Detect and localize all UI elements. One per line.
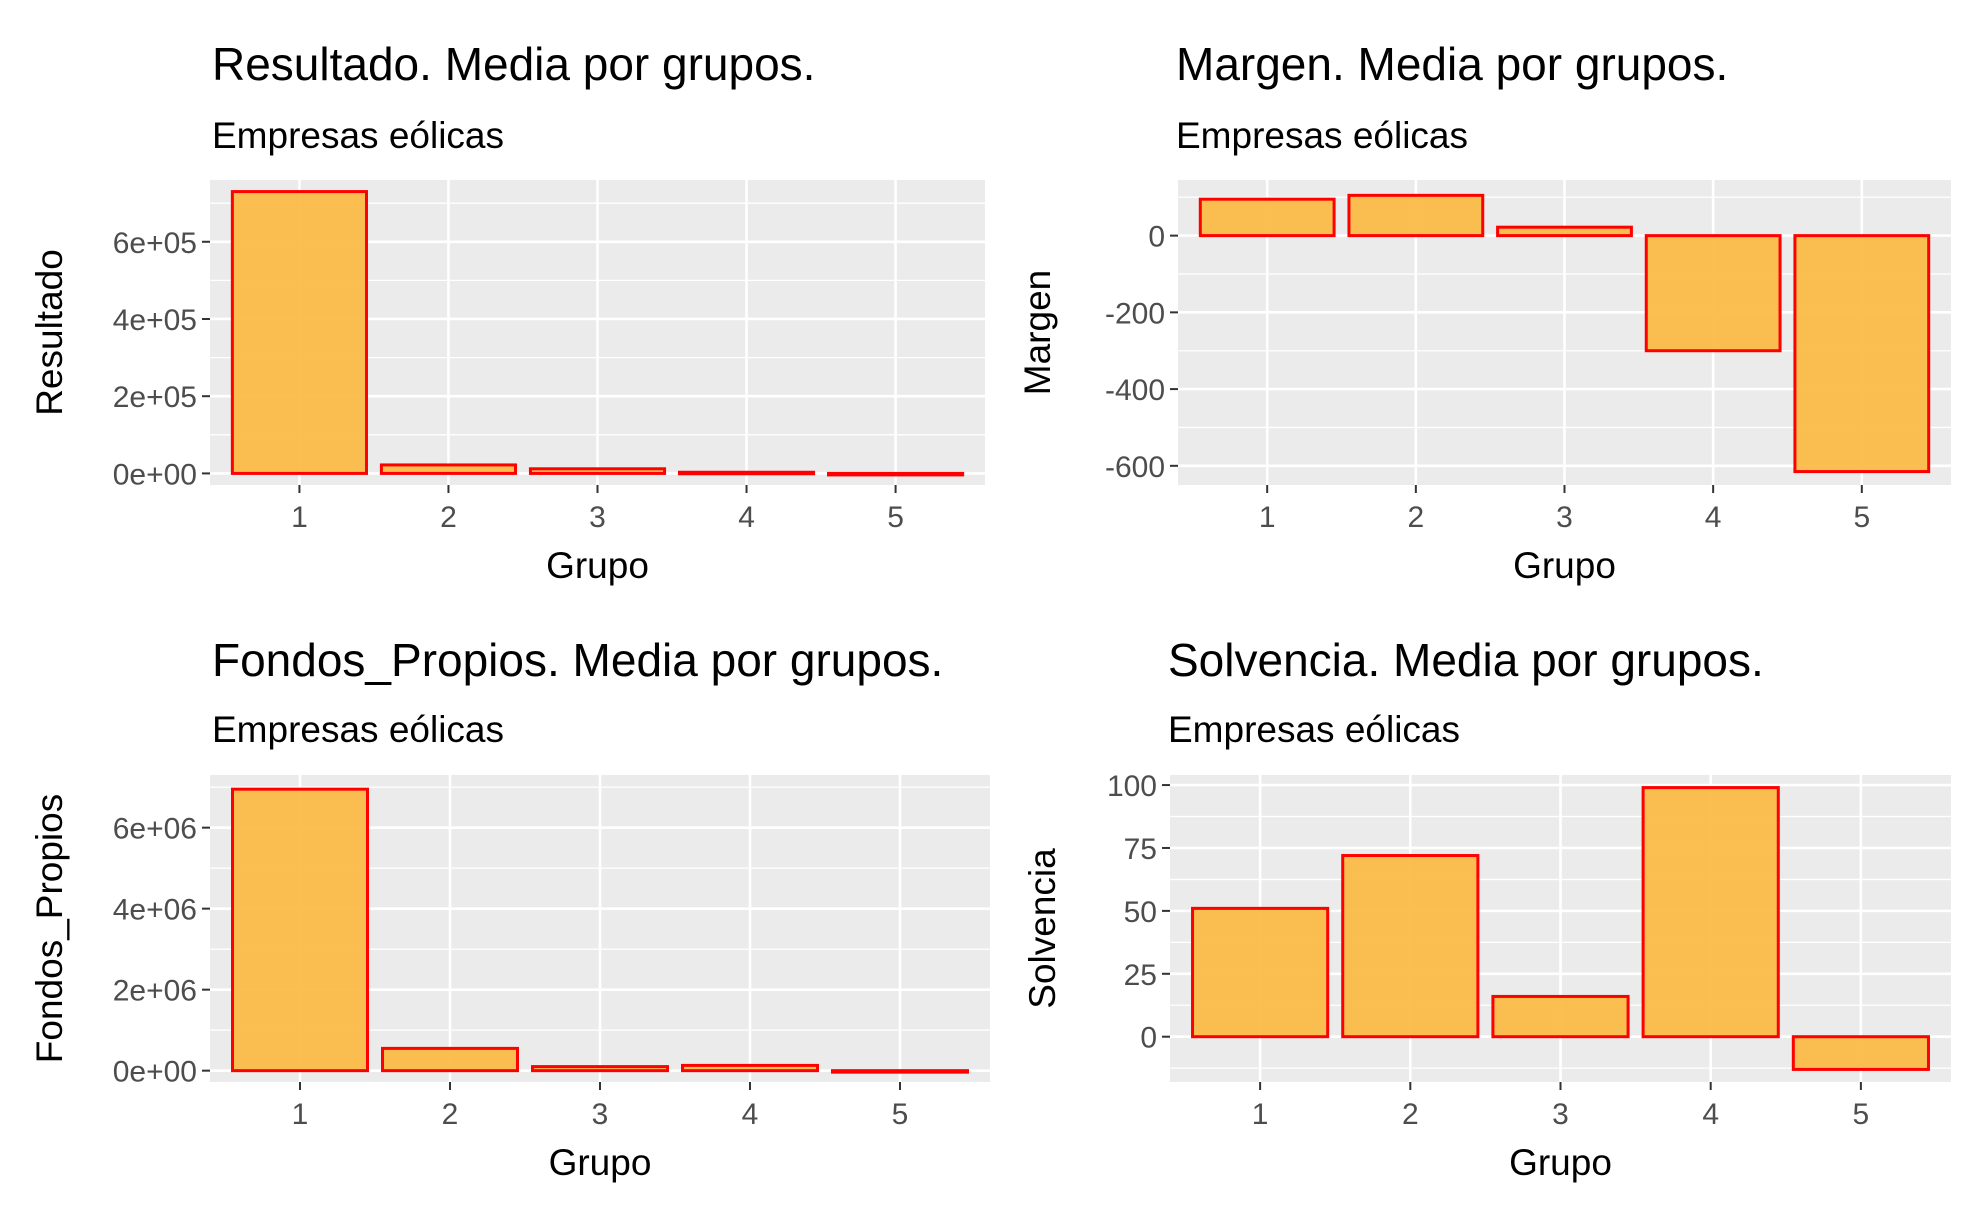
bar-grupo-2	[381, 1046, 519, 1073]
y-tick-label: 0e+00	[113, 458, 197, 491]
bar-grupo-4	[677, 470, 816, 476]
bar-grupo-5	[1793, 234, 1931, 474]
bar-grupo-5	[1791, 1035, 1930, 1071]
x-tick-label: 5	[892, 1098, 909, 1131]
y-tick-label: 2e+05	[113, 381, 197, 414]
chart-panel-2: Margen. Media por grupos. Empresas eólica…	[1017, 38, 1951, 586]
y-tick-label: 4e+06	[113, 894, 197, 927]
x-tick-label: 2	[442, 1098, 459, 1131]
x-tick-label: 1	[291, 501, 308, 534]
y-tick-label: 75	[1124, 833, 1157, 866]
x-tick-label: 1	[292, 1098, 309, 1131]
y-tick-label: 25	[1124, 959, 1157, 992]
bar-grupo-3	[531, 1065, 669, 1073]
chart-panel-4: Solvencia. Media por grupos. Empresas eól…	[1022, 634, 1951, 1183]
x-axis-label: Grupo	[549, 1142, 652, 1183]
x-tick-label: 3	[1556, 501, 1573, 534]
x-axis-label: Grupo	[1509, 1142, 1612, 1183]
chart-title: Solvencia. Media por grupos.	[1168, 634, 1764, 686]
x-tick-label: 4	[1705, 501, 1722, 534]
y-tick-label: 2e+06	[113, 975, 197, 1008]
y-tick-label: -400	[1105, 374, 1165, 407]
y-tick-label: 0	[1148, 221, 1165, 254]
x-tick-label: 4	[742, 1098, 759, 1131]
y-tick-label: -600	[1105, 451, 1165, 484]
x-axis-label: Grupo	[1513, 545, 1616, 586]
x-tick-label: 2	[1402, 1098, 1419, 1131]
chart-panel-1: Resultado. Media por grupos. Empresas eól…	[29, 38, 985, 586]
x-axis-label: Grupo	[546, 545, 649, 586]
y-tick-label: 100	[1107, 770, 1157, 803]
chart-title: Resultado. Media por grupos.	[212, 38, 815, 90]
x-tick-label: 2	[440, 501, 457, 534]
chart-title: Margen. Media por grupos.	[1176, 38, 1728, 90]
chart-subtitle: Empresas eólicas	[1168, 709, 1460, 750]
y-tick-label: 50	[1124, 896, 1157, 929]
bar-grupo-4	[1641, 786, 1780, 1039]
x-tick-label: 3	[589, 501, 606, 534]
bar-grupo-5	[827, 471, 965, 477]
x-tick-label: 1	[1259, 501, 1276, 534]
y-axis-label: Fondos_Propios	[29, 794, 70, 1063]
y-axis-label: Resultado	[29, 249, 70, 416]
bar-grupo-2	[1341, 854, 1480, 1039]
bar-grupo-1	[230, 190, 368, 475]
bar-grupo-1	[1191, 906, 1330, 1039]
bar-grupo-1	[1198, 197, 1336, 238]
x-tick-label: 5	[1853, 1098, 1870, 1131]
bar-grupo-3	[528, 467, 667, 475]
x-tick-label: 5	[887, 501, 904, 534]
y-tick-label: 4e+05	[113, 304, 197, 337]
y-axis-label: Margen	[1017, 270, 1058, 395]
y-tick-label: 6e+06	[113, 813, 197, 846]
bar-grupo-2	[379, 463, 518, 475]
x-tick-label: 4	[738, 501, 755, 534]
bar-grupo-5	[831, 1069, 969, 1074]
x-tick-label: 5	[1853, 501, 1870, 534]
y-axis-label: Solvencia	[1022, 848, 1063, 1009]
bar-grupo-1	[231, 787, 369, 1073]
x-tick-label: 4	[1702, 1098, 1719, 1131]
bar-grupo-4	[681, 1063, 819, 1073]
x-tick-label: 3	[592, 1098, 609, 1131]
y-tick-label: 0e+00	[113, 1056, 197, 1089]
chart-title: Fondos_Propios. Media por grupos.	[212, 634, 943, 686]
bar-grupo-3	[1491, 994, 1630, 1039]
x-tick-label: 1	[1252, 1098, 1269, 1131]
x-tick-label: 2	[1408, 501, 1425, 534]
chart-subtitle: Empresas eólicas	[212, 115, 504, 156]
y-tick-label: 0	[1140, 1022, 1157, 1055]
chart-panel-3: Fondos_Propios. Media por grupos. Empresa…	[29, 634, 990, 1183]
bar-grupo-4	[1644, 234, 1782, 353]
y-tick-label: 6e+05	[113, 227, 197, 260]
chart-subtitle: Empresas eólicas	[1176, 115, 1468, 156]
bar-grupo-2	[1347, 193, 1485, 238]
chart-subtitle: Empresas eólicas	[212, 709, 504, 750]
x-tick-label: 3	[1552, 1098, 1569, 1131]
y-tick-label: -200	[1105, 297, 1165, 330]
bar-grupo-3	[1496, 225, 1633, 238]
